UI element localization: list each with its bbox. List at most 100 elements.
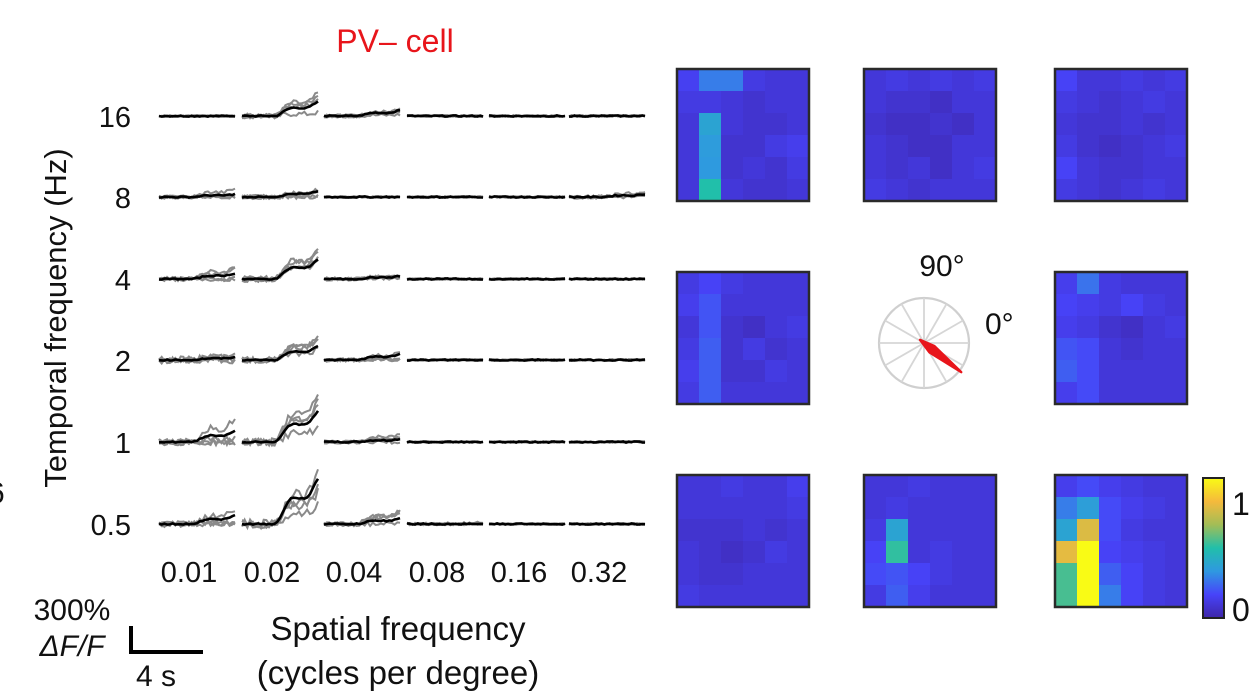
heatmap-cell [1099,113,1122,136]
heatmap-panel [675,67,811,203]
mean-trace [158,192,236,199]
heatmap-cell [787,497,810,520]
heatmap-cell [721,382,744,405]
heatmap-frame [675,270,811,406]
heatmap-cell [699,338,722,361]
heatmap-cell [743,157,766,180]
x-tick-label: 0.16 [491,557,547,589]
heatmap-cell [1077,519,1100,542]
heatmap-cell [886,475,909,498]
heatmap-cell [721,519,744,542]
heatmap-cell [787,316,810,339]
heatmap-cell [699,135,722,158]
heatmap-cell [930,91,953,114]
trace-cell [406,276,484,281]
mean-trace [323,516,401,526]
heatmap-cell [721,338,744,361]
heatmap-cell [908,497,931,520]
trace-cell [158,266,236,283]
heatmap-cell [952,519,975,542]
heatmap-cell [1143,497,1166,520]
trace-cell [488,439,566,445]
heatmap-grid [675,67,1189,609]
heatmap-cell [1055,475,1078,498]
trial-trace [158,352,236,366]
heatmap-cell [1055,338,1078,361]
heatmap-cell [765,294,788,317]
heatmap-cell [765,91,788,114]
heatmap-cell [952,113,975,136]
mean-trace [568,522,646,526]
heatmap-cell [743,113,766,136]
heatmap-cell [1143,294,1166,317]
heatmap-cell [743,563,766,586]
heatmap-cell [974,475,997,498]
heatmap-cell [787,519,810,542]
heatmap-cell [908,475,931,498]
trial-trace [241,487,319,531]
heatmap-cell [1121,294,1144,317]
heatmap-cell [1099,563,1122,586]
heatmap-cell [908,91,931,114]
heatmap-cell [1121,360,1144,383]
heatmap-cell [1165,135,1188,158]
heatmap-cell [787,338,810,361]
heatmap-cell [743,179,766,202]
mean-trace [568,277,645,281]
heatmap-cell [1077,91,1100,114]
heatmap-frame [1053,473,1189,609]
trace-cell [568,522,646,527]
mean-trace [568,440,645,444]
mean-trace [488,195,566,199]
scale-bar-y-label-1: 300% [34,594,111,627]
heatmap-cell [743,135,766,158]
trace-cell [323,194,401,199]
heatmap-cell [721,113,744,136]
heatmap-cell [974,541,997,564]
heatmap-cell [886,585,909,608]
heatmap-cell [1143,382,1166,405]
heatmap-cell [1121,69,1144,92]
heatmap-cell [864,497,887,520]
mean-trace [568,193,646,199]
heatmap-cell [743,585,766,608]
heatmap-cell [721,360,744,383]
heatmap-panel [675,473,811,609]
heatmap-cell [743,475,766,498]
heatmap-cell [908,585,931,608]
mean-trace [324,437,401,444]
heatmap-cell [765,113,788,136]
heatmap-cell [699,519,722,542]
heatmap-cell [699,179,722,202]
heatmap-cell [1077,338,1100,361]
heatmap-cell [1055,272,1078,295]
heatmap-cell [1143,541,1166,564]
y-tick-label: 8 [115,183,131,215]
heatmap-cell [952,157,975,180]
heatmap-cell [1055,519,1078,542]
mean-trace [488,440,566,444]
heatmap-panel [1053,473,1189,609]
heatmap-cell [908,135,931,158]
heatmap-cell [677,360,700,383]
heatmap-cell [952,541,975,564]
trace-cell [158,510,236,529]
heatmap-cell [886,69,909,92]
heatmap-cell [699,475,722,498]
trace-cell [568,440,646,444]
heatmap-cell [930,541,953,564]
heatmap-cell [1077,294,1100,317]
trial-trace [241,404,319,448]
trace-cell [488,358,566,362]
trace-cell [241,394,320,448]
heatmap-frame [1053,270,1189,406]
heatmap-cell [699,382,722,405]
heatmap-cell [1143,316,1166,339]
heatmap-cell [908,69,931,92]
heatmap-cell [677,497,700,520]
heatmap-cell [721,497,744,520]
mean-trace [242,344,319,362]
mean-trace [323,274,401,281]
heatmap-cell [787,91,810,114]
heatmap-cell [677,272,700,295]
